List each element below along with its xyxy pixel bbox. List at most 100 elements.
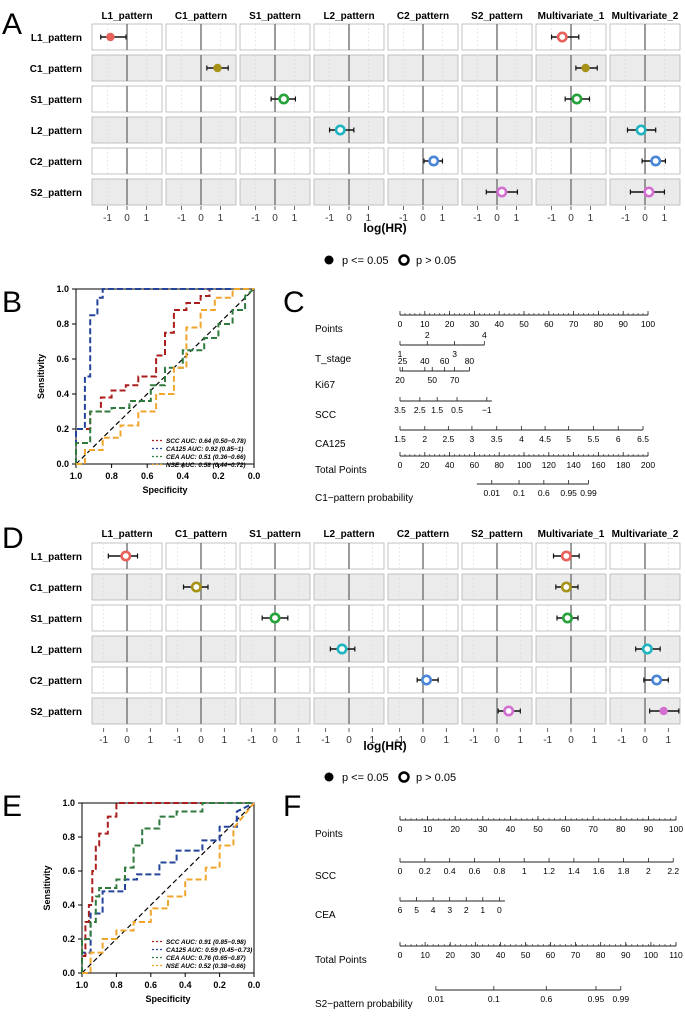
tick-label: 50 (521, 950, 531, 960)
y-tick-label: 0.0 (62, 968, 75, 978)
column-header-l1-pattern: L1_pattern (101, 11, 152, 22)
x-tick-label: -1 (251, 213, 260, 224)
x-tick-label: 0.2 (213, 980, 226, 990)
roc-curve-cea (75, 288, 255, 464)
tick-label: 90 (618, 319, 628, 329)
panel-label-d: D (2, 522, 24, 555)
tick-label: 30 (470, 319, 480, 329)
panel-label-f: F (283, 790, 301, 823)
tick-label: 0.99 (613, 994, 630, 1004)
x-tick-label: -1 (247, 735, 256, 746)
column-header-c2-pattern: C2_pattern (397, 529, 449, 540)
point-estimate-s2-pattern-s2-pattern (503, 705, 515, 717)
point-estimate-c2-pattern-c2-pattern (420, 674, 432, 686)
roc-curve-nse (82, 802, 255, 974)
point-estimate-c2-pattern-multivariate-2 (651, 674, 663, 686)
row-label-c2-pattern: C2_pattern (30, 157, 82, 168)
y-tick-label: 0.0 (56, 459, 69, 469)
x-tick-label: -1 (621, 213, 630, 224)
x-tick-label: 1 (218, 213, 224, 224)
tick-label: 0 (398, 460, 403, 470)
point-estimate-c1-pattern-multivariate-1 (560, 581, 572, 593)
nomogram-row-label-ki67: Ki67 (315, 380, 335, 391)
tick-label: 4 (431, 905, 436, 915)
diagonal-reference (81, 802, 255, 974)
tick-label: 80 (616, 824, 626, 834)
nomogram-row-label-scc: SCC (315, 871, 336, 882)
nomogram-row-label-points: Points (315, 829, 343, 840)
y-tick-label: 0.2 (56, 424, 69, 434)
roc-curve-ca125 (75, 288, 254, 464)
column-header-multivariate-2: Multivariate_2 (612, 529, 679, 540)
tick-label: 0 (497, 905, 502, 915)
y-axis-title: Sensitivity (42, 865, 52, 910)
x-tick-label: 0 (124, 735, 130, 746)
column-header-l2-pattern: L2_pattern (323, 529, 374, 540)
y-tick-label: 0.6 (56, 354, 69, 364)
point-estimate-s2-pattern-s2-pattern (496, 186, 508, 198)
y-tick-label: 0.4 (62, 900, 75, 910)
roc-plot-b: 1.0 0.8 0.6 0.4 0.2 0.0 0.0 0.2 0.4 0.6 0.8 1.0 Spec… (36, 284, 260, 495)
x-tick-label: 0 (420, 735, 426, 746)
legend-label-scc: SCC AUC: 0.64 (0.50−0.78) (166, 438, 246, 445)
x-tick-label: 1 (514, 213, 520, 224)
point-estimate-c1-pattern-multivariate-1 (581, 63, 590, 73)
tick-label: 50 (533, 824, 543, 834)
x-tick-label: -1 (103, 213, 112, 224)
x-tick-label: -1 (325, 213, 334, 224)
point-estimate-l1-pattern-l1-pattern (106, 32, 115, 42)
tick-label: 3 (452, 349, 457, 359)
tick-label: 80 (494, 460, 504, 470)
point-estimate-s1-pattern-multivariate-1 (561, 612, 573, 624)
tick-label: 0.1 (513, 488, 525, 498)
tick-label: 2.5 (442, 434, 454, 444)
point-estimate-s2-pattern-multivariate-2 (659, 706, 668, 716)
x-axis-title: Specificity (145, 994, 190, 1004)
legend-nonsignificant-label: p > 0.05 (416, 255, 456, 267)
x-tick-label: 0.4 (179, 980, 192, 990)
x-tick-label: 0 (494, 213, 500, 224)
x-tick-label: 1 (296, 735, 302, 746)
tick-label: 70 (588, 824, 598, 834)
forest-plot-d: L1_pattern C1_pattern S1_pattern L2_pattern… (30, 529, 681, 753)
tick-label: 0.6 (540, 994, 552, 1004)
tick-label: 100 (669, 824, 683, 834)
tick-label: 100 (641, 319, 655, 329)
y-tick-label: 0.6 (62, 866, 75, 876)
tick-label: 0.95 (560, 488, 577, 498)
tick-label: 1 (398, 349, 403, 359)
x-tick-label: 0 (198, 735, 204, 746)
x-tick-label: 0.2 (212, 471, 225, 481)
nomogram-row-label-scc: SCC (315, 410, 336, 421)
x-tick-label: 0 (568, 213, 574, 224)
tick-label: 0.95 (588, 994, 605, 1004)
row-label-l2-pattern: L2_pattern (31, 645, 82, 656)
point-estimate-s1-pattern-multivariate-1 (571, 93, 583, 105)
x-tick-label: 0 (272, 735, 278, 746)
y-axis-title: Sensitivity (36, 354, 46, 399)
panel-label-a: A (2, 8, 22, 41)
tick-label: 2 (422, 434, 427, 444)
tick-label: 90 (644, 824, 654, 834)
legend-open-marker (398, 254, 410, 266)
x-tick-label: 0.6 (145, 980, 158, 990)
tick-label: 80 (596, 950, 606, 960)
point-estimate-s2-pattern-multivariate-2 (643, 186, 655, 198)
tick-label: 40 (494, 319, 504, 329)
column-header-s2-pattern: S2_pattern (471, 529, 523, 540)
tick-label: 180 (616, 460, 630, 470)
tick-label: 110 (669, 950, 683, 960)
tick-label: 6 (398, 905, 403, 915)
nomogram-row-label-c1-pattern-probability: C1−pattern probability (315, 493, 413, 504)
tick-label: 5.5 (588, 434, 600, 444)
tick-label: 20 (445, 319, 455, 329)
x-tick-label: 0 (420, 213, 426, 224)
point-estimate-s1-pattern-s1-pattern (278, 93, 290, 105)
x-tick-label: 0.0 (248, 471, 261, 481)
legend-significant-label: p <= 0.05 (342, 255, 389, 267)
tick-label: 50 (428, 375, 438, 385)
legend-d: p <= 0.05 p > 0.05 (324, 771, 456, 784)
tick-label: 0 (398, 824, 403, 834)
y-tick-label: 0.4 (56, 389, 69, 399)
